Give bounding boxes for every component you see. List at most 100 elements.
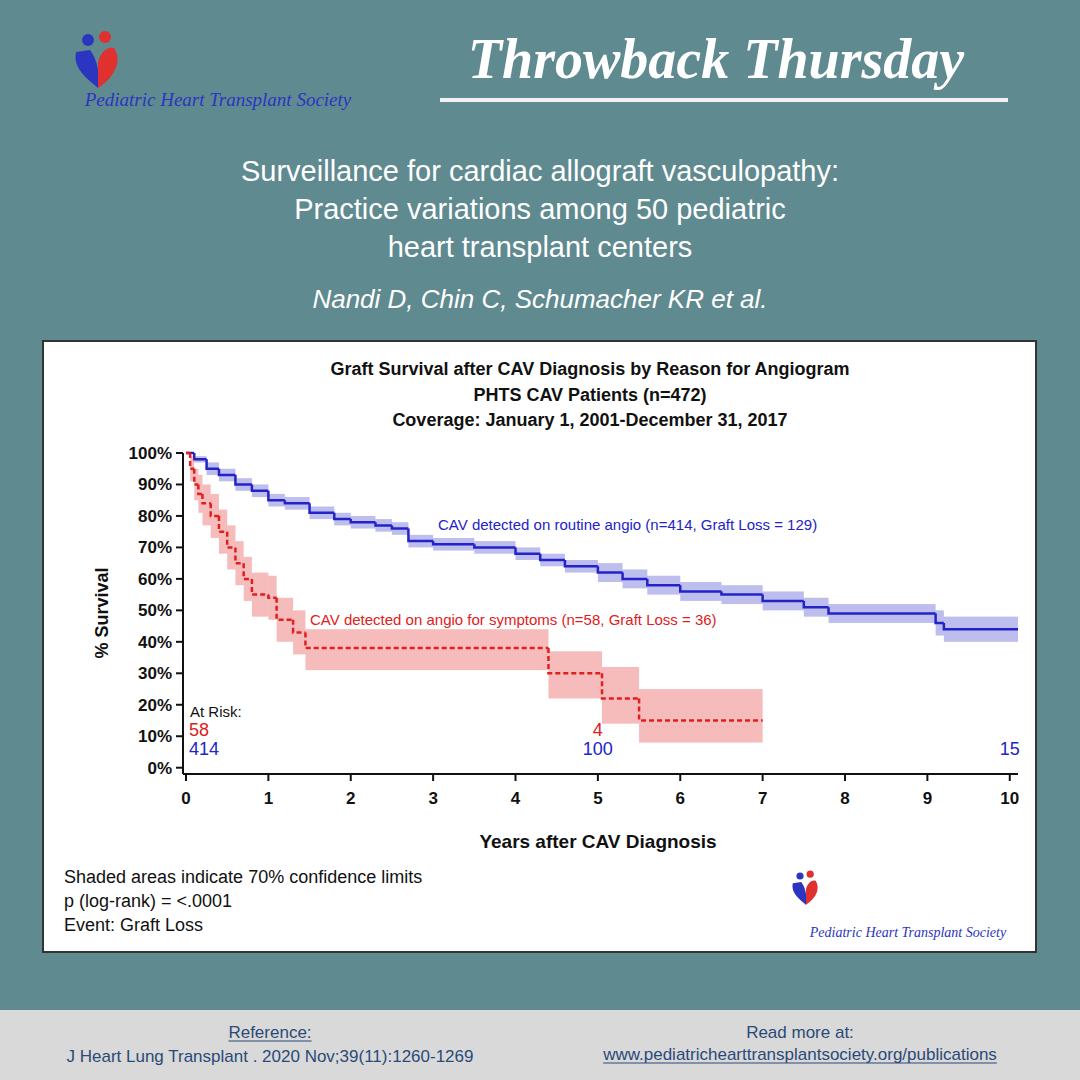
- y-tick: [176, 767, 183, 769]
- y-tick-label: 30%: [138, 664, 172, 683]
- at-risk-count: 15: [1000, 739, 1020, 759]
- x-tick: [1009, 774, 1011, 781]
- footer: Reference: J Heart Lung Transplant . 2020…: [0, 1010, 1080, 1080]
- reference: J Heart Lung Transplant . 2020 Nov;39(11…: [66, 1047, 473, 1066]
- confidence-band: [680, 582, 721, 601]
- authors: Nandi D, Chin C, Schumacher KR et al.: [312, 284, 767, 314]
- y-tick-label: 50%: [138, 601, 172, 620]
- y-tick: [176, 735, 183, 737]
- survival-step: [936, 614, 944, 623]
- note: p (log-rank) = <.0001: [64, 891, 232, 911]
- survival-step: [219, 516, 227, 532]
- survival-step: [565, 560, 598, 566]
- survival-step: [944, 623, 1018, 629]
- confidence-band: [944, 617, 1018, 642]
- confidence-band: [647, 576, 680, 595]
- survival-step: [375, 522, 391, 525]
- y-tick-label: 100%: [129, 444, 172, 463]
- title-line: heart transplant centers: [388, 231, 693, 263]
- confidence-band: [375, 519, 391, 532]
- y-tick-label: 10%: [138, 727, 172, 746]
- y-tick-label: 20%: [138, 696, 172, 715]
- confidence-band: [285, 497, 310, 510]
- confidence-band: [721, 585, 762, 604]
- background: [0, 0, 1080, 1080]
- logo-text: Pediatric Heart Transplant Society: [84, 89, 352, 110]
- x-tick-label: 1: [264, 789, 273, 808]
- at-risk-count: 100: [583, 739, 613, 759]
- banner: Throwback Thursday: [468, 28, 965, 90]
- y-tick: [176, 515, 183, 517]
- read-more-link[interactable]: www.pediatrichearttransplantsociety.org/…: [602, 1045, 997, 1064]
- x-tick-label: 6: [676, 789, 685, 808]
- x-tick: [926, 774, 928, 781]
- survival-step: [207, 459, 219, 468]
- survival-step: [548, 648, 602, 673]
- x-label: Years after CAV Diagnosis: [479, 831, 716, 852]
- x-axis: [183, 773, 1018, 775]
- survival-step: [268, 595, 276, 598]
- series-label: CAV detected on routine angio (n=414, Gr…: [438, 516, 817, 533]
- x-tick-label: 10: [1000, 789, 1019, 808]
- x-tick: [597, 774, 599, 781]
- chart-subtitle: Coverage: January 1, 2001-December 31, 2…: [392, 410, 787, 430]
- underline: [228, 1040, 311, 1041]
- survival-step: [602, 673, 639, 698]
- survival-step: [623, 573, 648, 579]
- survival-step: [540, 554, 565, 560]
- confidence-band: [602, 667, 639, 724]
- y-tick: [176, 578, 183, 580]
- chart: Graft Survival after CAV Diagnosis by Re…: [43, 341, 1036, 952]
- y-axis: [182, 453, 184, 774]
- confidence-band: [598, 563, 623, 582]
- confidence-band: [540, 554, 565, 567]
- x-tick: [267, 774, 269, 781]
- x-tick: [762, 774, 764, 781]
- x-tick-label: 8: [840, 789, 849, 808]
- survival-step: [194, 453, 206, 459]
- survival-step: [408, 529, 433, 542]
- confidence-band: [433, 538, 474, 551]
- survival-step: [293, 620, 305, 633]
- confidence-band: [277, 598, 293, 642]
- confidence-band: [623, 569, 648, 588]
- confidence-band: [565, 560, 598, 573]
- y-tick: [176, 483, 183, 485]
- survival-step: [310, 503, 335, 512]
- note: Shaded areas indicate 70% confidence lim…: [64, 867, 422, 887]
- survival-step: [721, 591, 762, 594]
- reference-label: Reference:: [228, 1023, 311, 1042]
- survival-step: [235, 547, 243, 563]
- series: [186, 453, 1018, 642]
- chart-logo-text: Pediatric Heart Transplant Society: [809, 925, 1007, 940]
- survival-step: [190, 453, 194, 469]
- confidence-band: [334, 513, 350, 526]
- plot-area: [186, 453, 1018, 743]
- survival-step: [433, 541, 474, 544]
- survival-step: [194, 469, 198, 485]
- confidence-band: [762, 689, 763, 743]
- logo-head: [796, 872, 803, 879]
- series: [186, 453, 763, 743]
- logo-figure: [792, 882, 806, 905]
- survival-step: [516, 547, 541, 553]
- confidence-band: [516, 547, 541, 560]
- y-tick-label: 80%: [138, 507, 172, 526]
- x-tick-label: 9: [923, 789, 932, 808]
- survival-step: [285, 500, 310, 503]
- survival-step: [392, 525, 408, 528]
- footer-band: [0, 1010, 1080, 1080]
- confidence-band: [252, 484, 268, 497]
- at-risk-label: At Risk:: [190, 703, 242, 720]
- chart-subtitle: PHTS CAV Patients (n=472): [473, 385, 706, 405]
- survival-step: [211, 503, 219, 516]
- confidence-band: [305, 629, 548, 670]
- y-tick-label: 0%: [147, 759, 172, 778]
- survival-step: [639, 698, 763, 720]
- survival-step: [804, 601, 829, 607]
- x-tick: [432, 774, 434, 781]
- survival-step: [244, 563, 252, 579]
- confidence-band: [252, 573, 268, 617]
- survival-step: [598, 566, 623, 572]
- title-line: Surveillance for cardiac allograft vascu…: [241, 155, 839, 187]
